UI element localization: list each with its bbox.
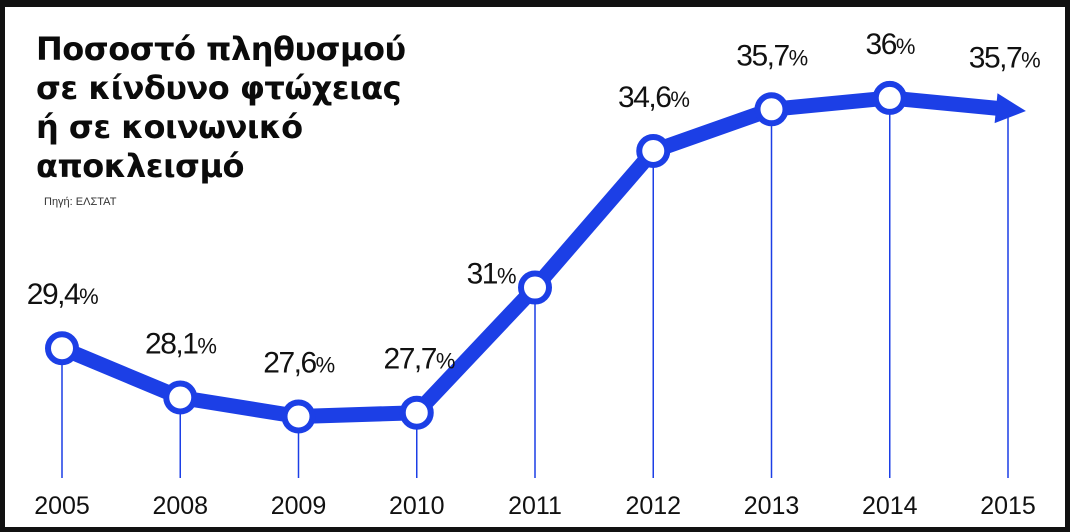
drop-lines [61,97,1009,478]
data-label-2008: 28,1% [145,328,216,361]
point-marker-2014 [872,80,907,115]
x-tick-2015: 2015 [980,492,1036,520]
data-label-2005: 29,4% [27,278,98,311]
point-marker-2013 [754,92,789,127]
series-path [54,90,1008,424]
data-label-2013: 35,7% [736,39,807,72]
data-label-2011: 31% [467,258,516,291]
data-labels: 29,4% 28,1% 27,6% 27,7% 31% 34,6% 35,7% 36% 35,7… [27,28,1042,380]
title-line-1: Ποσοστό πληθυσμού [36,30,406,68]
title-line-2: σε κίνδυνο φτώχειας [36,69,402,107]
point-markers [45,80,907,434]
point-marker-2008 [163,380,198,415]
point-marker-2005 [45,331,79,366]
x-tick-2011: 2011 [508,492,562,520]
data-label-2015: 35,7% [969,41,1040,74]
point-marker-2010 [399,395,434,430]
series-line [54,90,1026,424]
point-marker-2012 [636,134,671,169]
source-note: Πηγή: ΕΛΣΤΑΤ [44,196,117,208]
point-marker-2011 [518,270,552,305]
x-tick-2008: 2008 [152,492,208,520]
x-tick-2012: 2012 [625,492,681,520]
data-label-2012: 34,6% [618,81,689,114]
data-label-2009: 27,6% [263,346,334,379]
arrow-head [994,93,1026,124]
x-axis-labels: 2005 2008 2009 2010 2011 2012 2013 2014 2015 [34,492,1036,520]
title-line-3: ή σε κοινωνικό [36,108,303,146]
title-line-4: αποκλεισμό [36,147,245,185]
x-tick-2010: 2010 [389,492,445,520]
x-tick-2014: 2014 [862,492,918,520]
point-marker-2009 [281,399,316,434]
x-tick-2005: 2005 [34,492,90,520]
data-label-2010: 27,7% [384,343,455,376]
x-tick-2013: 2013 [744,492,800,520]
data-label-2014: 36% [866,28,915,61]
x-tick-2009: 2009 [271,492,327,520]
chart-title: Ποσοστό πληθυσμού σε κίνδυνο φτώχειας ή … [36,30,476,186]
